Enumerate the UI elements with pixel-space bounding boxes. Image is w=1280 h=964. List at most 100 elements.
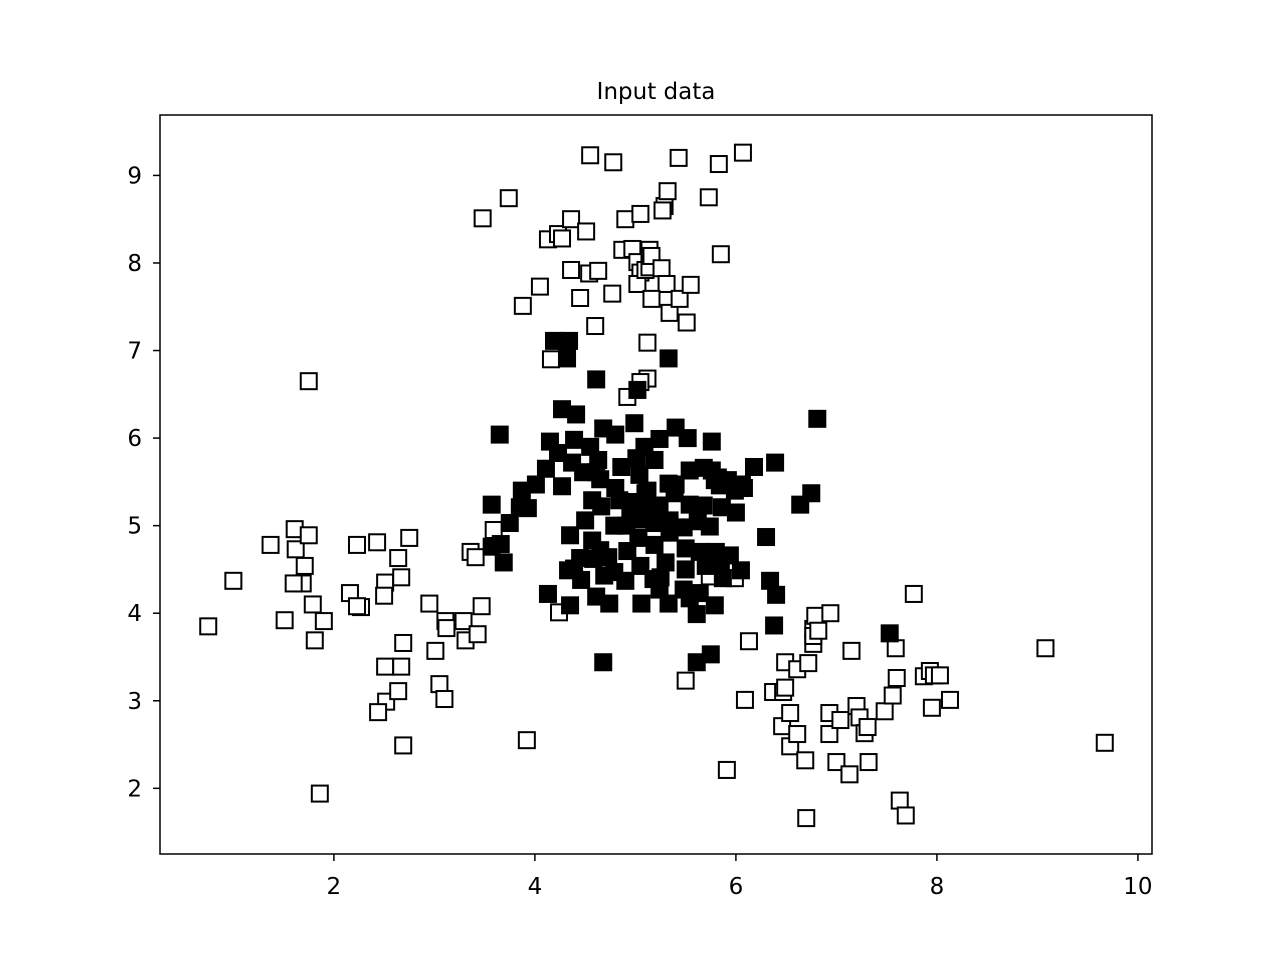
hollow-square-point <box>472 597 491 616</box>
y-tick-label: 7 <box>127 339 142 365</box>
filled-square-point <box>565 430 584 449</box>
filled-square-point <box>705 471 724 490</box>
hollow-square-point <box>589 261 608 280</box>
hollow-square-point <box>392 568 411 587</box>
filled-square-point <box>631 556 650 575</box>
filled-square-point <box>665 484 684 503</box>
filled-square-point <box>600 594 619 613</box>
filled-square-point <box>731 561 750 580</box>
filled-square-point <box>680 589 699 608</box>
filled-square-point <box>808 409 827 428</box>
hollow-square-point <box>821 604 840 623</box>
hollow-square-point <box>799 654 818 673</box>
filled-square-point <box>549 443 568 462</box>
hollow-square-point <box>426 641 445 660</box>
filled-square-point <box>720 546 739 565</box>
filled-square-point <box>482 495 501 514</box>
hollow-square-point <box>430 675 449 694</box>
hollow-square-point <box>517 731 536 750</box>
filled-square-point <box>767 585 786 604</box>
hollow-square-point <box>681 275 700 294</box>
hollow-square-point <box>642 289 661 308</box>
hollow-square-point <box>604 153 623 172</box>
hollow-square-point <box>796 751 815 770</box>
hollow-square-point <box>709 155 728 174</box>
filled-square-point <box>713 569 732 588</box>
hollow-square-point <box>904 584 923 603</box>
filled-square-point <box>627 449 646 468</box>
filled-square-point <box>645 514 664 533</box>
hollow-square-point <box>389 549 408 568</box>
hollow-square-point <box>261 535 280 554</box>
x-axis: 2 4 6 8 10 <box>327 854 1153 900</box>
hollow-square-point <box>577 222 596 241</box>
hollow-square-point <box>400 528 419 547</box>
hollow-square-point <box>437 619 456 638</box>
hollow-square-point <box>562 260 581 279</box>
filled-square-point <box>765 616 784 635</box>
filled-square-point <box>612 457 631 476</box>
hollow-square-point <box>940 690 959 709</box>
filled-square-point <box>678 429 697 448</box>
plot-frame <box>159 114 1153 855</box>
filled-square-point <box>494 553 513 572</box>
hollow-square-point <box>890 791 909 810</box>
hollow-square-point <box>922 698 941 717</box>
filled-square-point <box>625 414 644 433</box>
filled-square-point <box>559 561 578 580</box>
hollow-square-point <box>842 641 861 660</box>
x-tick-label: 4 <box>528 874 543 900</box>
hollow-square-point <box>660 303 679 322</box>
hollow-square-point <box>733 143 752 162</box>
hollow-square-point <box>299 372 318 391</box>
filled-square-point <box>605 516 624 535</box>
hollow-square-point <box>670 289 689 308</box>
hollow-square-point <box>454 612 473 631</box>
y-tick-label: 5 <box>127 514 142 540</box>
filled-square-point <box>538 584 557 603</box>
filled-square-point <box>628 380 647 399</box>
hollow-square-point <box>735 690 754 709</box>
filled-square-point <box>701 645 720 664</box>
hollow-square-point <box>394 633 413 652</box>
hollow-square-point <box>699 188 718 207</box>
hollow-square-point <box>375 586 394 605</box>
hollow-square-point <box>530 277 549 296</box>
filled-square-point <box>576 511 595 530</box>
filled-square-point <box>766 453 785 472</box>
y-tick-label: 9 <box>127 163 142 189</box>
hollow-square-point <box>859 753 878 772</box>
filled-square-point <box>544 331 563 350</box>
filled-square-point <box>606 479 625 498</box>
y-tick-label: 3 <box>127 689 142 715</box>
hollow-square-point <box>883 686 902 705</box>
hollow-square-point <box>653 201 672 220</box>
x-tick-label: 8 <box>930 874 945 900</box>
hollow-square-point <box>286 540 305 559</box>
filled-square-point <box>656 553 675 572</box>
hollow-square-point <box>473 209 492 228</box>
hollow-square-point <box>389 682 408 701</box>
filled-square-point <box>572 570 591 589</box>
hollow-square-point <box>435 690 454 709</box>
filled-square-point <box>734 479 753 498</box>
filled-square-point <box>791 495 810 514</box>
hollow-square-point <box>603 284 622 303</box>
filled-square-point <box>757 528 776 547</box>
filled-square-point <box>636 484 655 503</box>
hollow-square-point <box>376 657 395 676</box>
hollow-square-point <box>420 594 439 613</box>
hollow-square-point <box>347 535 366 554</box>
hollow-square-point <box>571 288 590 307</box>
hollow-square-point <box>586 317 605 336</box>
filled-square-point <box>712 498 731 517</box>
filled-square-point <box>594 653 613 672</box>
filled-square-point <box>696 556 715 575</box>
hollow-square-point <box>875 702 894 721</box>
hollow-square-point <box>392 657 411 676</box>
hollow-square-point <box>369 703 388 722</box>
filled-square-point <box>591 541 610 560</box>
hollow-square-point <box>224 571 243 590</box>
y-tick-label: 2 <box>127 776 142 802</box>
